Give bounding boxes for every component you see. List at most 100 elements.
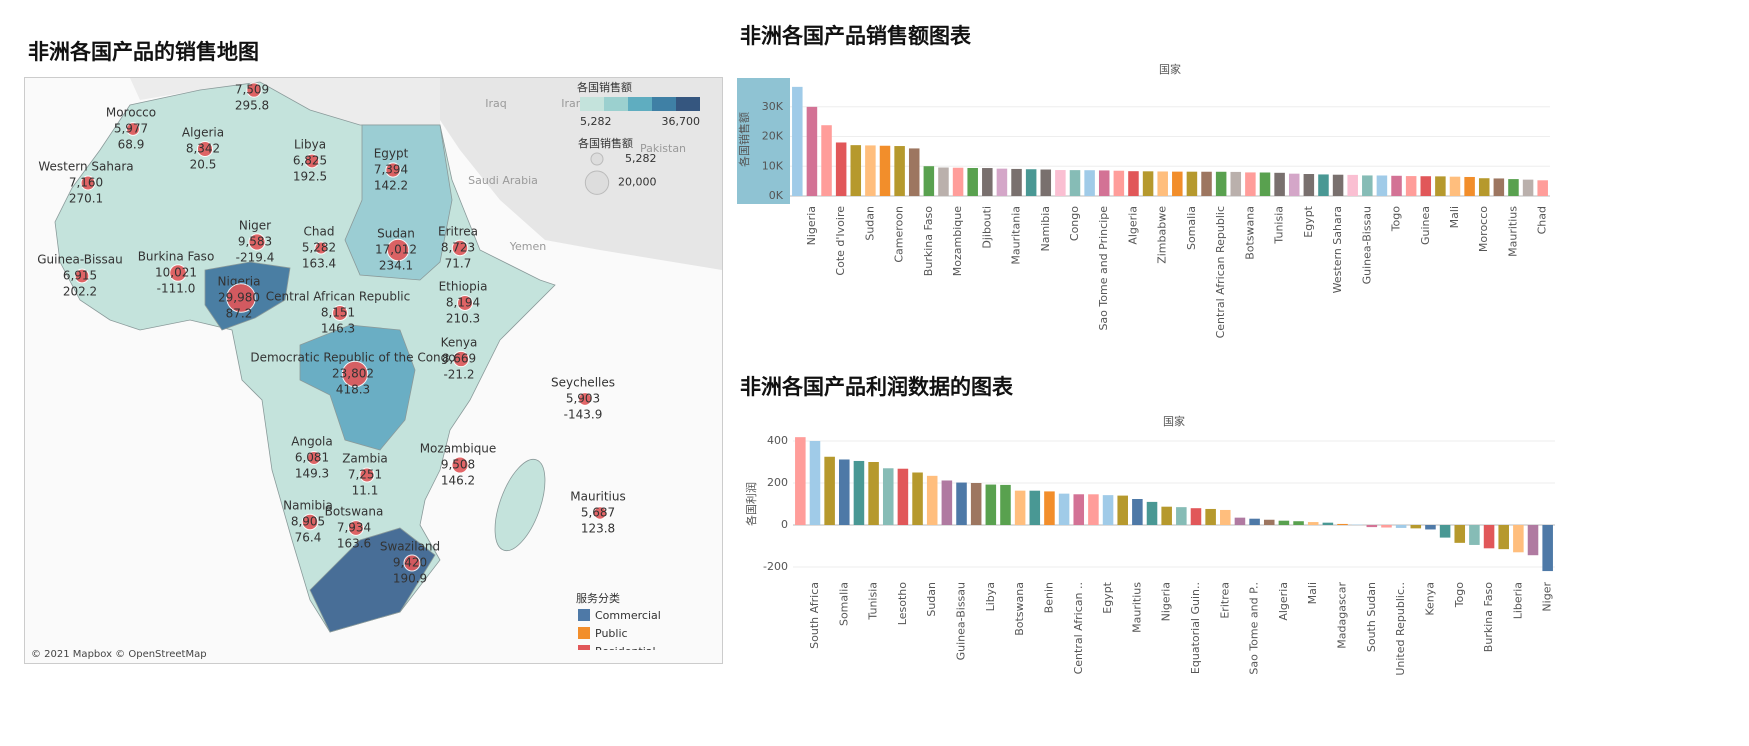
profit-label: 210.3 bbox=[446, 312, 480, 326]
bar bbox=[850, 145, 862, 196]
bar bbox=[1322, 522, 1334, 525]
map-frame bbox=[24, 77, 723, 664]
x-tick-label: Benin bbox=[1042, 582, 1055, 613]
sales-label: 7,394 bbox=[374, 163, 408, 177]
bar bbox=[985, 484, 997, 525]
bar bbox=[923, 166, 935, 196]
legend-swatch bbox=[578, 645, 590, 650]
profit-label: 190.9 bbox=[393, 572, 427, 586]
sales-label: 7,509 bbox=[235, 83, 269, 97]
bar bbox=[1454, 525, 1466, 543]
y-tick-label: 400 bbox=[767, 434, 788, 447]
bar bbox=[1186, 171, 1198, 196]
country-name: Algeria bbox=[182, 126, 224, 140]
x-tick-label: Tunisia bbox=[1273, 206, 1286, 245]
sales-pie bbox=[126, 122, 140, 136]
x-tick-label: Central African .. bbox=[1072, 582, 1085, 674]
map-layer: Iraq Iran Saudi Arabia Yemen Pakistan 7,509 29… bbox=[37, 82, 686, 586]
bar bbox=[1522, 179, 1534, 196]
bar bbox=[1263, 519, 1275, 525]
bar bbox=[1176, 507, 1187, 525]
sales-pie bbox=[451, 239, 469, 257]
sales-pie bbox=[403, 554, 421, 572]
sales-label: 8,194 bbox=[446, 296, 480, 310]
legend-label: Public bbox=[595, 627, 628, 640]
color-swatch bbox=[676, 97, 700, 111]
x-tick-label: Cote d'Ivoire bbox=[834, 206, 847, 276]
country-name: Angola bbox=[291, 435, 332, 449]
chart-title: 非洲各国产品的销售地图 bbox=[28, 40, 259, 64]
y-axis-title: 各国利润 bbox=[744, 482, 758, 526]
x-tick-label: Central African Republic bbox=[1214, 206, 1227, 338]
bar bbox=[897, 468, 909, 525]
country-name: Namibia bbox=[283, 499, 333, 513]
x-tick-label: Togo bbox=[1453, 582, 1466, 609]
axis-highlight bbox=[737, 78, 790, 204]
bar bbox=[1190, 508, 1202, 525]
bar bbox=[824, 456, 835, 525]
bar bbox=[1483, 525, 1495, 549]
country-name: Swaziland bbox=[380, 540, 440, 554]
profit-label: 146.3 bbox=[321, 322, 355, 336]
sales-label: 8,669 bbox=[442, 352, 476, 366]
x-tick-label: United Republic.. bbox=[1394, 582, 1407, 676]
country-name: Mauritius bbox=[570, 490, 625, 504]
bar bbox=[1132, 499, 1143, 525]
profit-label: 192.5 bbox=[293, 170, 327, 184]
x-tick-label: Nigeria bbox=[805, 206, 818, 245]
bar bbox=[1420, 176, 1432, 196]
legend-title: 各国销售额 bbox=[577, 80, 632, 94]
sales-label: 8,905 bbox=[291, 515, 325, 529]
country-name: Guinea-Bissau bbox=[37, 253, 123, 267]
bar bbox=[1040, 169, 1052, 196]
sales-pie bbox=[593, 506, 607, 520]
color-swatch bbox=[628, 97, 652, 111]
bar bbox=[1000, 484, 1011, 525]
x-tick-label: Egypt bbox=[1101, 581, 1114, 613]
x-tick-label: Guinea bbox=[1419, 206, 1432, 245]
country-name: Botswana bbox=[325, 505, 384, 519]
profit-label: 87.2 bbox=[226, 307, 253, 321]
bar bbox=[982, 168, 993, 196]
bar bbox=[1234, 517, 1246, 525]
x-tick-label: Mauritania bbox=[1010, 206, 1023, 265]
sales-label: 5,282 bbox=[302, 241, 336, 255]
profit-label: 76.4 bbox=[295, 531, 322, 545]
size-label: 5,282 bbox=[625, 152, 657, 165]
sales-pie bbox=[301, 513, 319, 531]
size-swatch bbox=[590, 152, 604, 166]
bar bbox=[1274, 172, 1285, 196]
region-drc bbox=[299, 324, 416, 451]
x-tick-label: Mozambique bbox=[951, 206, 964, 276]
bar bbox=[908, 148, 920, 196]
sales-label: 23,802 bbox=[332, 367, 374, 381]
region-south-africa bbox=[309, 527, 436, 633]
bar bbox=[1347, 174, 1358, 196]
y-tick-label: 200 bbox=[767, 476, 788, 489]
profit-label: 163.6 bbox=[337, 537, 371, 551]
x-tick-label: Libya bbox=[984, 582, 997, 611]
sales-label: 7,934 bbox=[337, 521, 371, 535]
background-label: Iraq bbox=[485, 97, 507, 110]
legend-label: Commercial bbox=[595, 609, 661, 622]
sales-pie bbox=[248, 233, 266, 251]
x-tick-label: Somalia bbox=[837, 582, 850, 626]
bar bbox=[1249, 518, 1260, 525]
sales-label: 17,012 bbox=[375, 243, 417, 257]
sales-pie bbox=[74, 268, 90, 284]
x-tick-label: Lesotho bbox=[896, 582, 909, 625]
y-axis-title: 各国销售额 bbox=[737, 112, 751, 167]
x-tick-label: Liberia bbox=[1511, 582, 1524, 619]
x-tick-label: South Sudan bbox=[1365, 582, 1378, 652]
y-tick-label: 30K bbox=[762, 100, 784, 113]
bar bbox=[1088, 494, 1099, 525]
bar bbox=[1362, 175, 1373, 196]
profit-label: 202.2 bbox=[63, 285, 97, 299]
sales-pie bbox=[385, 162, 401, 178]
bar bbox=[806, 106, 818, 196]
x-tick-label: Somalia bbox=[1185, 206, 1198, 250]
bar bbox=[1055, 170, 1066, 196]
sales-pie bbox=[246, 82, 262, 98]
x-tick-label: Kenya bbox=[1423, 582, 1436, 616]
x-tick-label: Cameroon bbox=[893, 206, 906, 263]
